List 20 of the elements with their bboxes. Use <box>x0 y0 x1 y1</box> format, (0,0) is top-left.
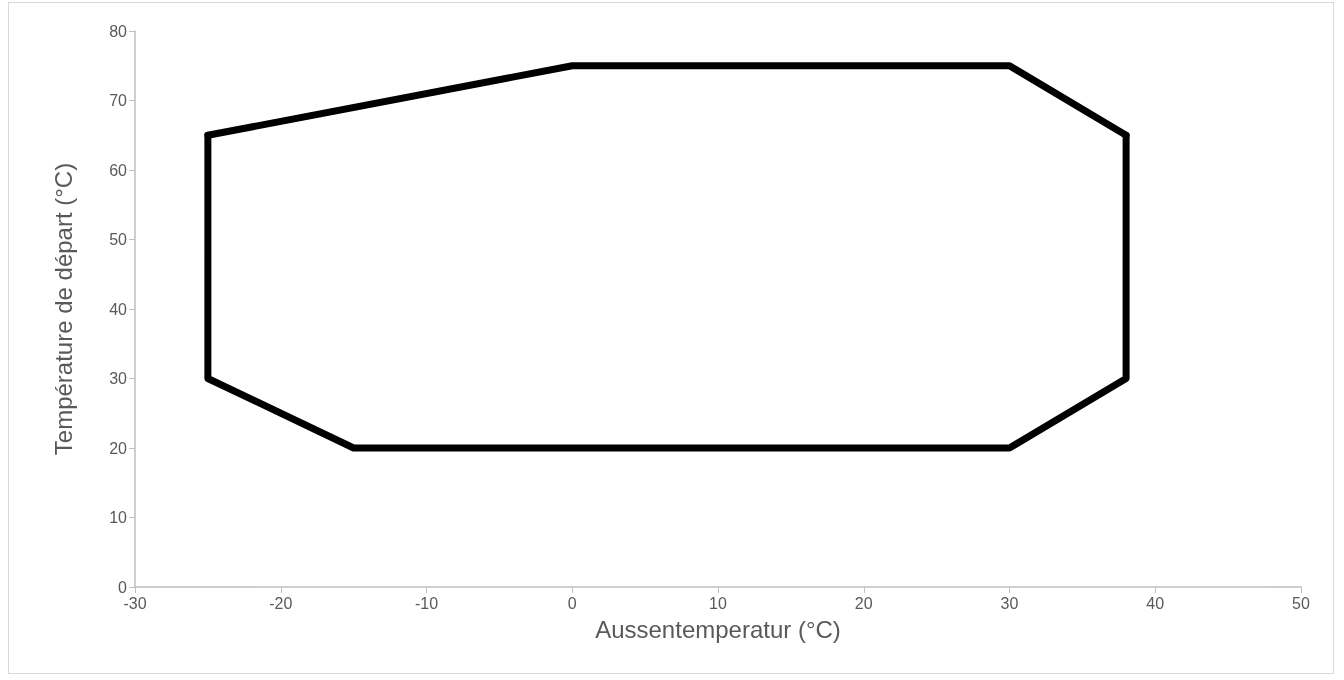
x-tick-label: 40 <box>1146 594 1165 612</box>
x-tick-label: -30 <box>123 594 147 612</box>
x-tick-label: 0 <box>567 594 577 612</box>
y-tick-label: 0 <box>118 578 128 596</box>
y-axis-title: Température de départ (°C) <box>49 162 77 456</box>
y-tick-label: 30 <box>109 370 128 387</box>
x-tick-label: 30 <box>1000 594 1019 612</box>
x-tick-label: 20 <box>854 594 873 612</box>
y-tick-label: 60 <box>109 161 128 179</box>
x-tick-label: 10 <box>709 594 727 612</box>
y-tick-label: 70 <box>109 92 128 109</box>
y-tick-label: 50 <box>109 231 128 248</box>
y-tick-label: 10 <box>109 509 128 526</box>
x-axis-title: Aussentemperatur (°C) <box>595 615 841 643</box>
y-tick-label: 40 <box>109 300 128 318</box>
x-tick-label: 50 <box>1292 594 1310 612</box>
y-tick-label: 20 <box>109 439 128 457</box>
x-tick-label: -20 <box>269 594 293 612</box>
x-tick-label: -10 <box>414 594 439 612</box>
y-tick-label: 80 <box>109 22 128 40</box>
